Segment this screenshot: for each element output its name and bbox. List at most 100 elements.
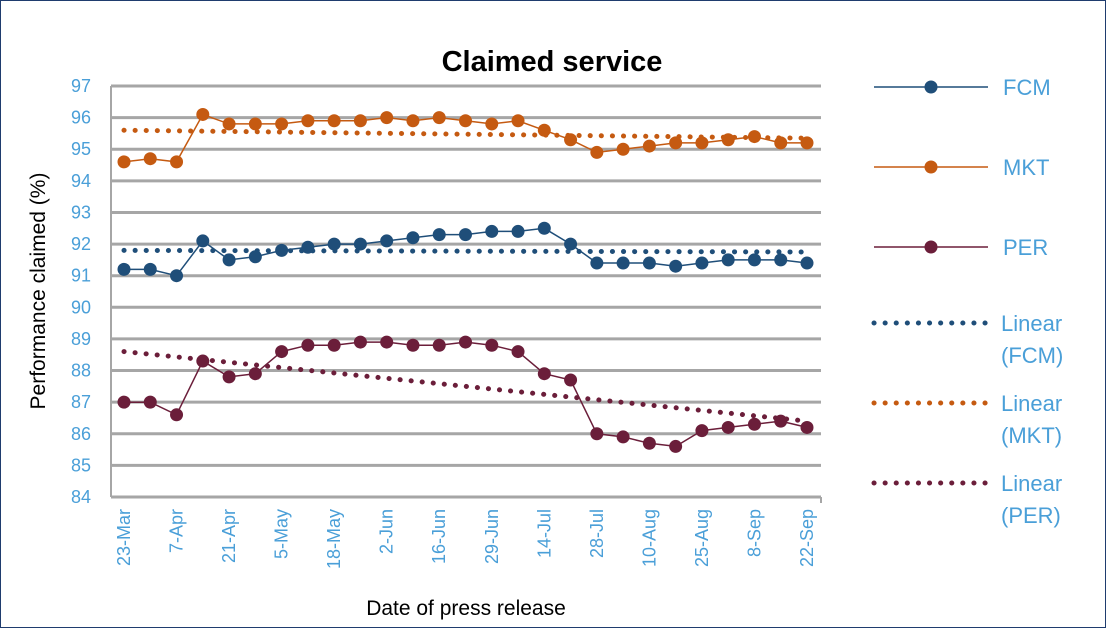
data-point	[117, 155, 131, 169]
data-point	[275, 117, 289, 131]
legend-item: Linear (MKT)	[871, 391, 1062, 448]
data-point	[537, 367, 551, 381]
y-tick-label: 84	[71, 487, 91, 507]
data-point	[642, 139, 656, 153]
data-point	[432, 111, 446, 125]
legend-label: MKT	[1003, 155, 1049, 180]
data-point	[222, 117, 236, 131]
x-tick-label: 7-Apr	[167, 509, 187, 553]
data-point	[695, 424, 709, 438]
data-point	[196, 107, 210, 121]
data-point	[721, 420, 735, 434]
data-point	[511, 114, 525, 128]
legend-label: FCM	[1003, 75, 1051, 100]
data-point	[459, 228, 472, 242]
chart-title: Claimed service	[442, 46, 663, 78]
x-tick-label: 25-Aug	[692, 509, 712, 567]
legend-item: MKT	[874, 155, 1049, 180]
data-point	[143, 395, 157, 409]
series-per	[117, 335, 814, 453]
data-point	[616, 256, 630, 270]
data-point	[800, 136, 814, 150]
data-point	[143, 262, 157, 276]
data-point	[485, 117, 499, 131]
data-point	[353, 237, 367, 251]
legend-item: Linear (PER)	[871, 471, 1062, 528]
series-mkt	[117, 107, 814, 169]
legend-item: PER	[874, 235, 1048, 260]
x-tick-label: 21-Apr	[219, 509, 239, 563]
data-point	[564, 133, 578, 147]
data-point	[406, 231, 420, 245]
data-point	[669, 259, 683, 273]
data-point	[721, 133, 735, 147]
data-point	[327, 237, 341, 251]
series-lines	[117, 107, 814, 453]
data-point	[196, 234, 210, 248]
x-tick-label: 28-Jul	[587, 509, 607, 558]
x-tick-label: 16-Jun	[429, 509, 449, 564]
y-tick-label: 92	[71, 234, 91, 254]
x-tick-label: 8-Sep	[744, 509, 764, 557]
data-point	[275, 345, 289, 359]
data-point	[774, 414, 788, 428]
data-point	[747, 417, 761, 431]
data-point	[747, 130, 761, 144]
data-point	[590, 427, 604, 441]
data-point	[800, 256, 814, 270]
data-point	[432, 228, 446, 242]
x-tick-label: 29-Jun	[482, 509, 502, 564]
data-point	[248, 250, 262, 264]
data-point	[616, 430, 630, 444]
data-point	[432, 338, 446, 352]
data-point	[642, 436, 656, 450]
x-tick-label: 14-Jul	[534, 509, 554, 558]
data-point	[380, 111, 394, 125]
data-point	[537, 221, 551, 235]
data-point	[642, 256, 656, 270]
legend-item: Linear (FCM)	[871, 311, 1063, 368]
y-tick-label: 91	[71, 266, 91, 286]
data-point	[380, 234, 394, 248]
legend-label: PER	[1003, 235, 1048, 260]
y-axis-ticks: 84 85 86 87 88 89 90 91 92 93 94 95 96 97	[71, 76, 91, 507]
data-point	[406, 338, 420, 352]
data-point	[669, 136, 683, 150]
legend-label-line2: (PER)	[1001, 503, 1061, 528]
data-point	[721, 253, 735, 267]
x-tick-label: 23-Mar	[114, 509, 134, 566]
data-point	[301, 338, 315, 352]
data-point	[564, 237, 578, 251]
data-point	[774, 253, 788, 267]
legend-item: FCM	[874, 75, 1051, 100]
x-tick-label: 2-Jun	[377, 509, 397, 554]
legend-marker	[924, 80, 938, 94]
data-point	[170, 408, 184, 422]
data-point	[485, 224, 499, 238]
data-point	[248, 367, 262, 381]
data-point	[406, 114, 420, 128]
x-tick-label: 22-Sep	[797, 509, 817, 567]
y-tick-label: 85	[71, 455, 91, 475]
x-tick-label: 5-May	[272, 509, 292, 559]
data-point	[301, 240, 315, 254]
legend-label: Linear	[1001, 391, 1062, 416]
data-point	[248, 117, 262, 131]
data-point	[327, 114, 341, 128]
data-point	[170, 155, 184, 169]
data-point	[590, 145, 604, 159]
data-point	[774, 136, 788, 150]
data-point	[327, 338, 341, 352]
y-tick-label: 88	[71, 361, 91, 381]
data-point	[511, 345, 525, 359]
data-point	[695, 256, 709, 270]
y-tick-label: 97	[71, 76, 91, 96]
data-point	[695, 136, 709, 150]
legend-label: Linear	[1001, 471, 1062, 496]
data-point	[353, 114, 367, 128]
data-point	[616, 142, 630, 156]
data-point	[222, 253, 236, 267]
y-tick-label: 94	[71, 171, 91, 191]
data-point	[170, 269, 184, 283]
